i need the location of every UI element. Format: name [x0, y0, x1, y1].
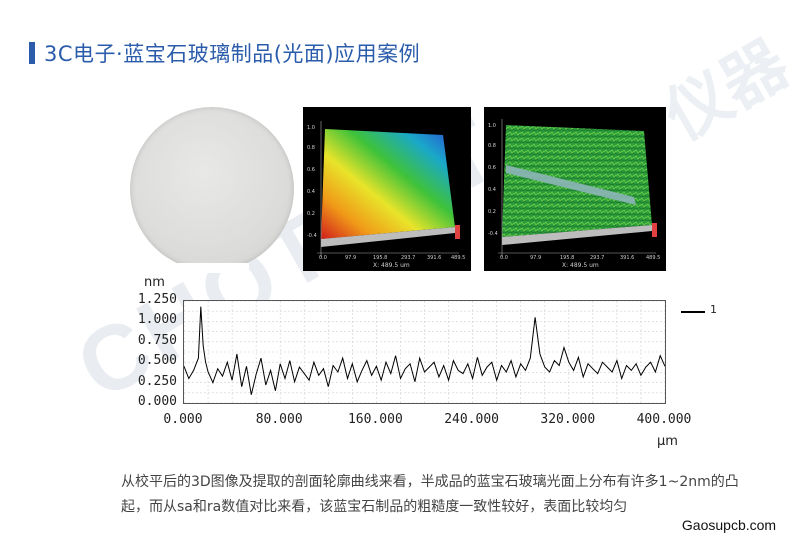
x-tick-label: 0.0 [500, 255, 508, 261]
page-title: 3C电子·蓝宝石玻璃制品(光面)应用案例 [44, 42, 421, 66]
z-tick-label: 0.4 [488, 187, 496, 193]
x-tick-label: 160.000 [347, 412, 403, 427]
x-tick-label: 320.000 [540, 412, 596, 427]
z-tick-label: 0.2 [307, 211, 315, 217]
z-tick-label: 0.8 [488, 143, 496, 149]
title-accent-bar [29, 42, 35, 64]
z-tick-label: 1.0 [488, 123, 496, 129]
y-axis-unit: nm [144, 275, 165, 290]
x-tick-label: 80.000 [255, 412, 303, 427]
x-tick-label: 97.9 [345, 255, 356, 261]
z-tick-label: 0.6 [307, 167, 315, 173]
right-panel-z-axis: -0.4 0.2 0.4 0.6 0.8 1.0 [488, 123, 498, 237]
site-watermark: Gaosupcb.com [669, 514, 789, 536]
y-tick-label: 1.250 [137, 292, 177, 307]
left-panel-x-axis: 0.0 97.9 195.8 293.7 391.6 489.5 X: 489.… [319, 255, 465, 269]
z-tick-label: -0.4 [488, 231, 498, 237]
x-tick-label: 489.5 [451, 255, 465, 261]
x-tick-label: 489.5 [646, 255, 660, 261]
profile-plot-area [183, 300, 666, 404]
legend-series-label: 1 [710, 303, 717, 316]
right-panel-x-axis: 0.0 97.9 195.8 293.7 391.6 489.5 X: 489.… [500, 255, 660, 269]
x-axis-label: X: 489.5 um [562, 262, 599, 269]
x-tick-label: 293.7 [590, 255, 604, 261]
x-tick-label: 400.000 [636, 412, 692, 427]
3d-surface-panel-roughness: -0.4 0.2 0.4 0.6 0.8 1.0 0.0 97.9 195.8 … [484, 107, 666, 271]
x-tick-label: 391.6 [427, 255, 441, 261]
x-tick-label: 195.8 [373, 255, 387, 261]
left-panel-z-axis: -0.4 0.2 0.4 0.6 0.8 1.0 [307, 125, 317, 239]
legend-line-swatch [681, 311, 705, 313]
watermark-cn-text: 仪器 [653, 27, 800, 156]
y-tick-label: 1.000 [137, 312, 177, 328]
z-tick-label: 0.4 [307, 189, 315, 195]
z-tick-label: 0.8 [307, 145, 315, 151]
description-caption: 从校平后的3D图像及提取的剖面轮廓曲线来看，半成品的蓝宝石玻璃光面上分布有许多1… [121, 474, 739, 515]
x-tick-label: 195.8 [560, 255, 574, 261]
x-axis-label: X: 489.5 um [373, 262, 410, 269]
z-tick-label: -0.4 [307, 233, 317, 239]
x-tick-label: 391.6 [620, 255, 634, 261]
z-tick-label: 1.0 [307, 125, 315, 131]
y-tick-label: 0.500 [137, 353, 177, 369]
x-axis-unit: µm [657, 434, 678, 449]
y-tick-label: 0.750 [137, 332, 177, 348]
z-tick-label: 0.6 [488, 165, 496, 171]
x-tick-label: 240.000 [444, 412, 499, 427]
sapphire-wafer-photo [130, 107, 294, 271]
y-tick-label: 0.000 [137, 394, 177, 409]
x-tick-label: 97.9 [530, 255, 541, 261]
profile-line-chart [183, 300, 666, 404]
x-tick-label: 0.000 [163, 412, 203, 427]
x-tick-label: 293.7 [401, 255, 415, 261]
y-tick-label: 0.250 [137, 373, 177, 389]
3d-surface-panel-leveled: -0.4 0.2 0.4 0.6 0.8 1.0 0.0 97.9 195.8 … [303, 107, 471, 271]
x-tick-label: 0.0 [319, 255, 327, 261]
plot-grid [183, 300, 666, 404]
wafer-flat-edge [175, 263, 249, 273]
z-tick-label: 0.2 [488, 209, 496, 215]
profile-series-line [183, 306, 666, 395]
